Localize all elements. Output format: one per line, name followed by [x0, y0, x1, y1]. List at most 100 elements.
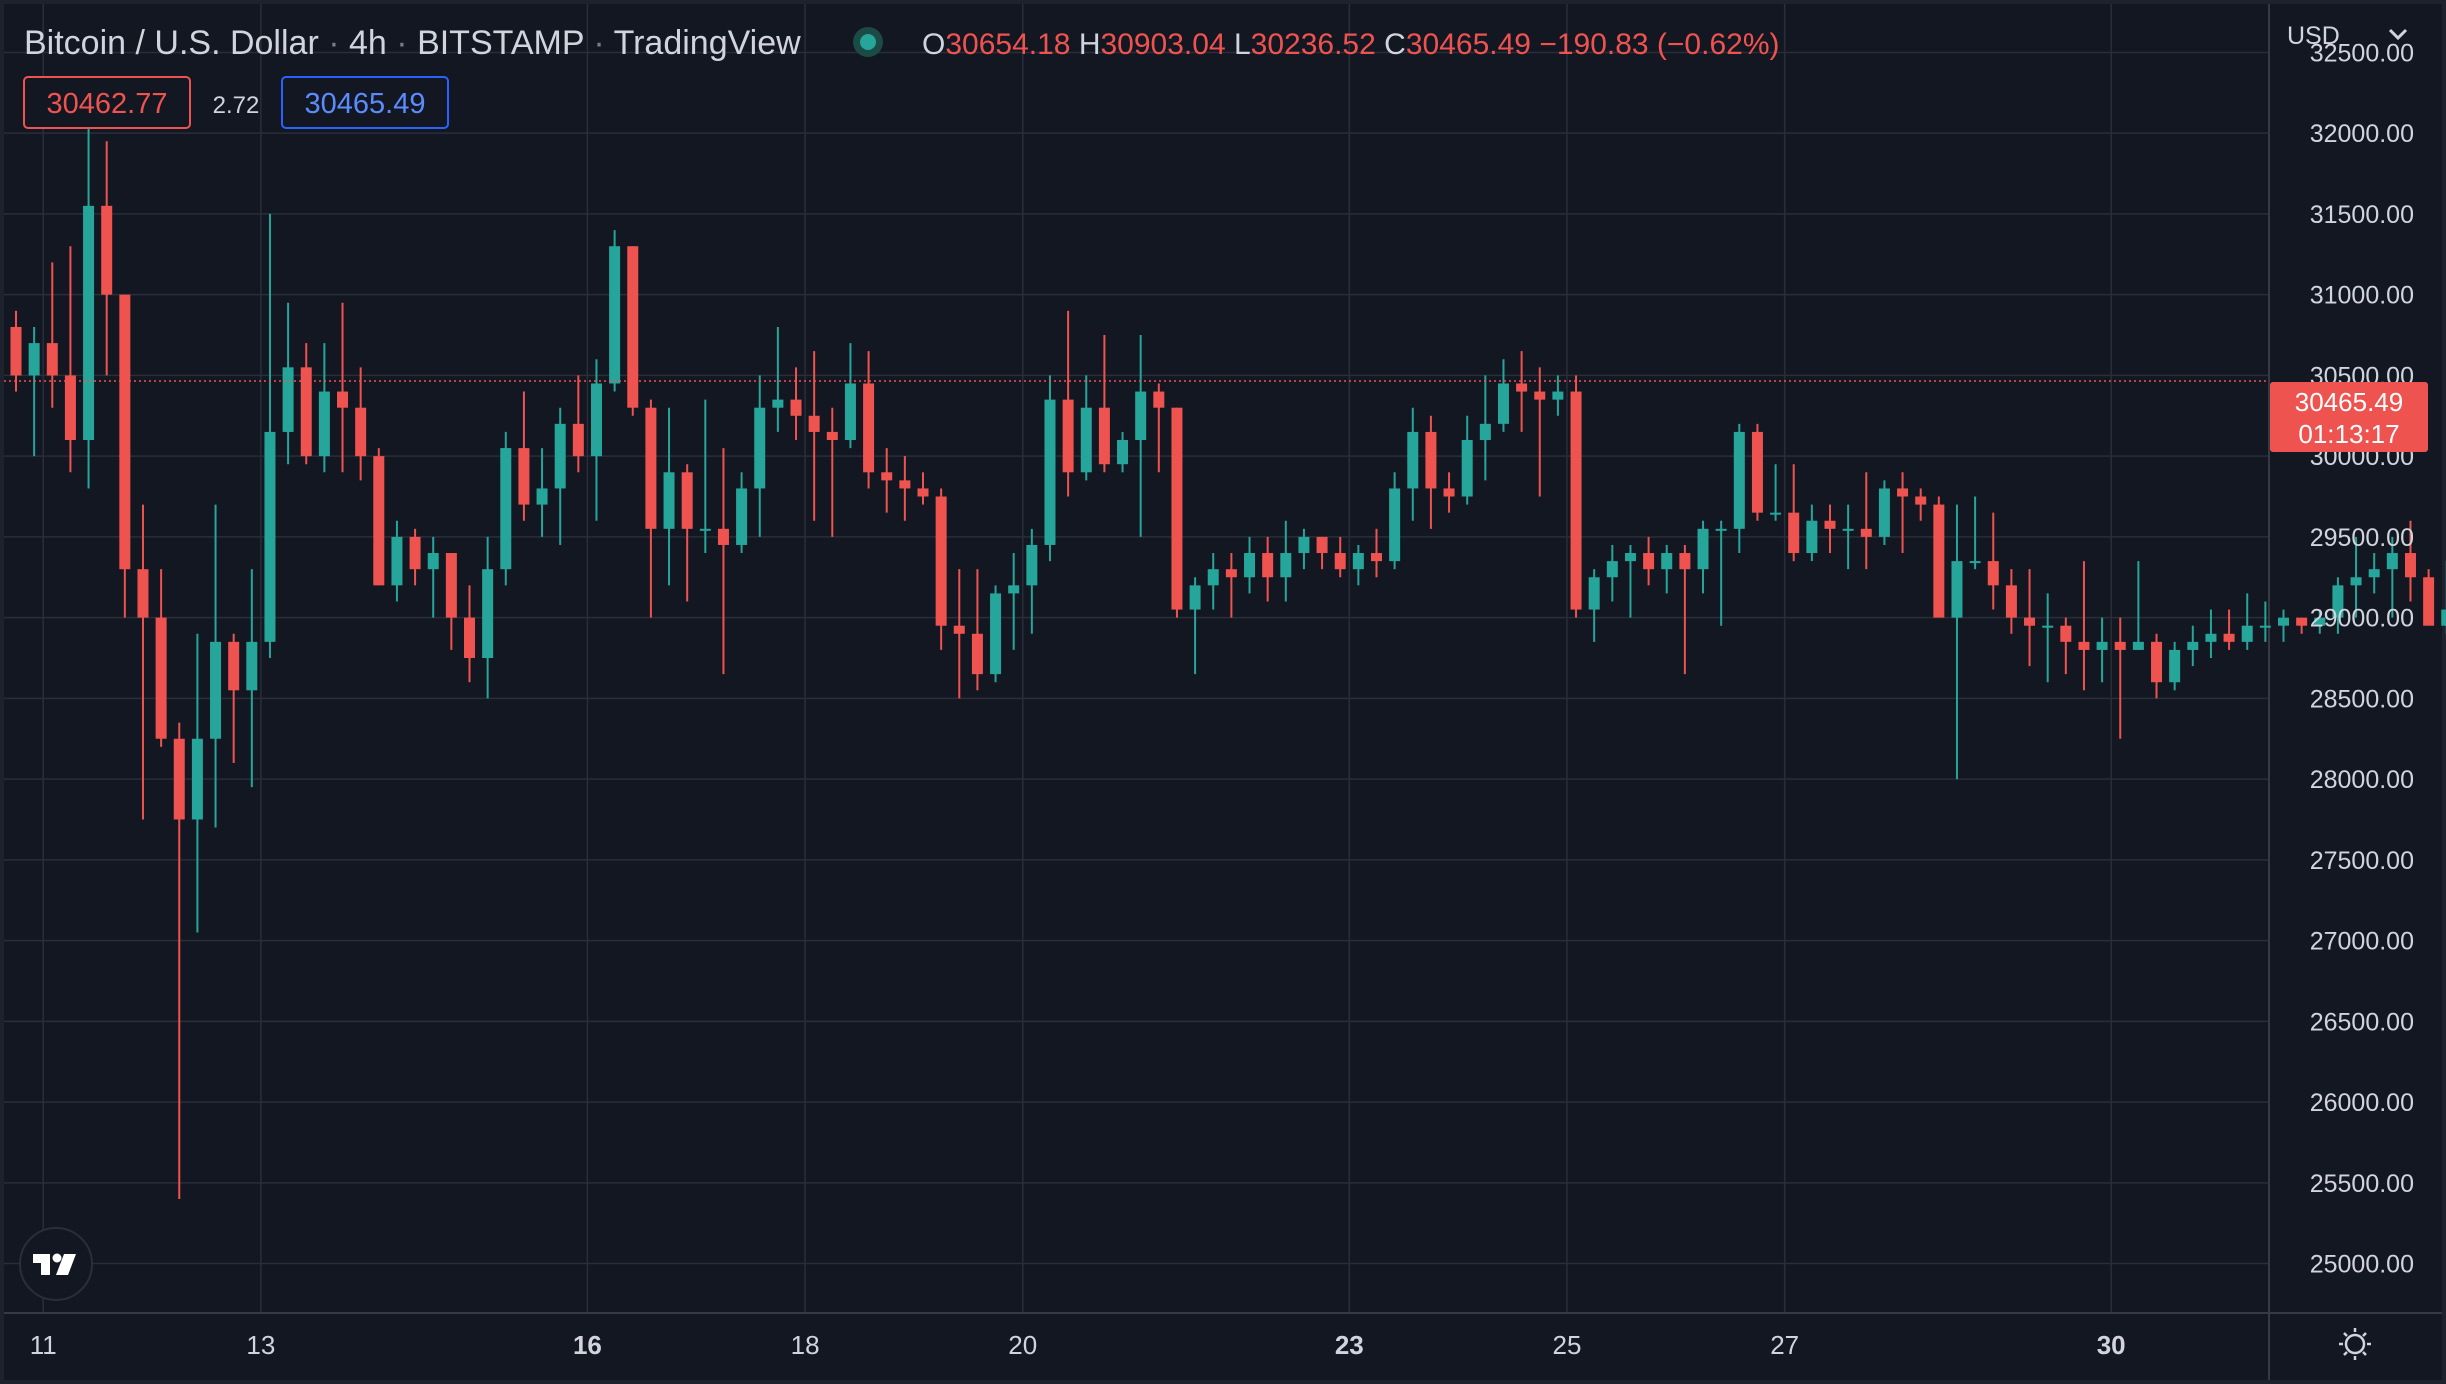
time-tick-label: 25 [1553, 1330, 1582, 1360]
axis-corner[interactable] [2270, 1314, 2442, 1380]
ask-price: 30465.49 [305, 88, 426, 120]
symbol-name[interactable]: Bitcoin / U.S. Dollar [24, 24, 319, 62]
logo-dot [52, 1253, 62, 1263]
sun-settings-icon[interactable] [2339, 1328, 2371, 1360]
candle [1915, 488, 1927, 521]
interval-label[interactable]: 4h [349, 24, 387, 62]
candle-body [228, 641, 240, 691]
candle [1298, 528, 1310, 570]
candle-body [2114, 641, 2126, 650]
candle [808, 351, 820, 521]
candle-body [1969, 561, 1981, 564]
ask-box[interactable]: 30465.49 [281, 76, 449, 129]
candle-body [1878, 488, 1890, 537]
candle-body [1534, 391, 1546, 400]
candle-body [10, 326, 22, 376]
candle-body [1751, 431, 1763, 513]
candle [119, 294, 131, 618]
tradingview-logo-icon[interactable] [19, 1227, 93, 1301]
candle [1117, 431, 1129, 473]
candle [754, 375, 766, 537]
candle [2296, 617, 2308, 634]
candle-body [1897, 488, 1909, 497]
plot-area[interactable] [4, 4, 2268, 1312]
candle-body [790, 399, 802, 416]
time-axis-area[interactable] [4, 1314, 2268, 1380]
bid-box[interactable]: 30462.77 [23, 76, 191, 129]
candle-body [1788, 512, 1800, 554]
logo-circle [19, 1227, 93, 1301]
candle-body [1371, 553, 1382, 562]
price-tick-label: 26500.00 [2310, 1008, 2414, 1036]
price-tick-label: 31500.00 [2310, 201, 2414, 229]
price-tick-label: 28000.00 [2310, 766, 2414, 794]
candle [2386, 536, 2398, 618]
candle-body [2441, 609, 2446, 626]
candle-body [1080, 407, 1092, 473]
open-value: 30654.18 [945, 28, 1070, 61]
candle [1008, 553, 1020, 650]
candle [772, 326, 784, 432]
candle [2024, 569, 2036, 667]
candle-body [1643, 553, 1655, 570]
candle [826, 407, 838, 537]
candle-body [2024, 617, 2036, 626]
time-tick-label: 30 [2097, 1330, 2126, 1360]
candle [1570, 375, 1582, 618]
candle-body [1262, 553, 1274, 578]
candle-body [1244, 553, 1256, 578]
price-tick-label: 32000.00 [2310, 120, 2414, 148]
candle-body [191, 738, 203, 820]
candle [2368, 553, 2380, 594]
candle [790, 367, 802, 440]
candle-body [808, 415, 820, 432]
candle-body [1207, 569, 1219, 586]
candle-body [1461, 440, 1473, 497]
candle-body [318, 391, 330, 457]
candle [64, 246, 76, 473]
candle [990, 585, 1002, 683]
candle-body [1661, 553, 1673, 570]
candle [1389, 472, 1401, 570]
candle-body [2278, 617, 2289, 626]
candle-body [2151, 641, 2163, 683]
candle [1951, 504, 1963, 780]
candle [2114, 617, 2126, 739]
candle [1207, 553, 1219, 610]
price-tick-label: 25500.00 [2310, 1170, 2414, 1198]
candle [1334, 536, 1346, 578]
candle-body [2223, 633, 2235, 642]
candle [2278, 609, 2289, 642]
candle-body [64, 375, 76, 440]
candle [2078, 561, 2090, 691]
candle [2332, 577, 2344, 634]
candle-body [971, 633, 983, 675]
candle-body [1135, 391, 1147, 440]
candle [300, 343, 312, 465]
candle [1860, 472, 1872, 570]
currency-selector[interactable]: USD [2287, 22, 2408, 50]
candle-body [2423, 577, 2435, 626]
price-tick-label: 29000.00 [2310, 605, 2414, 633]
candle-body [409, 536, 421, 570]
bid-price: 30462.77 [47, 88, 168, 120]
price-tick-label: 28500.00 [2310, 685, 2414, 713]
currency-label: USD [2287, 22, 2340, 50]
candle-body [1933, 504, 1945, 618]
candle-body [1770, 512, 1782, 515]
candle-body [2078, 641, 2090, 650]
candle [1262, 536, 1274, 602]
candle [482, 536, 494, 699]
candle-body [2404, 553, 2416, 578]
candle-body [500, 448, 512, 570]
candle-body [137, 569, 149, 618]
candle-body [953, 625, 965, 634]
separator: · [328, 24, 339, 62]
candle-body [1715, 528, 1727, 531]
price-axis-area[interactable] [2270, 4, 2442, 1312]
candle-body [1806, 520, 1818, 554]
candle-body [844, 383, 856, 440]
candle [1661, 544, 1673, 594]
candle-body [1860, 528, 1872, 537]
